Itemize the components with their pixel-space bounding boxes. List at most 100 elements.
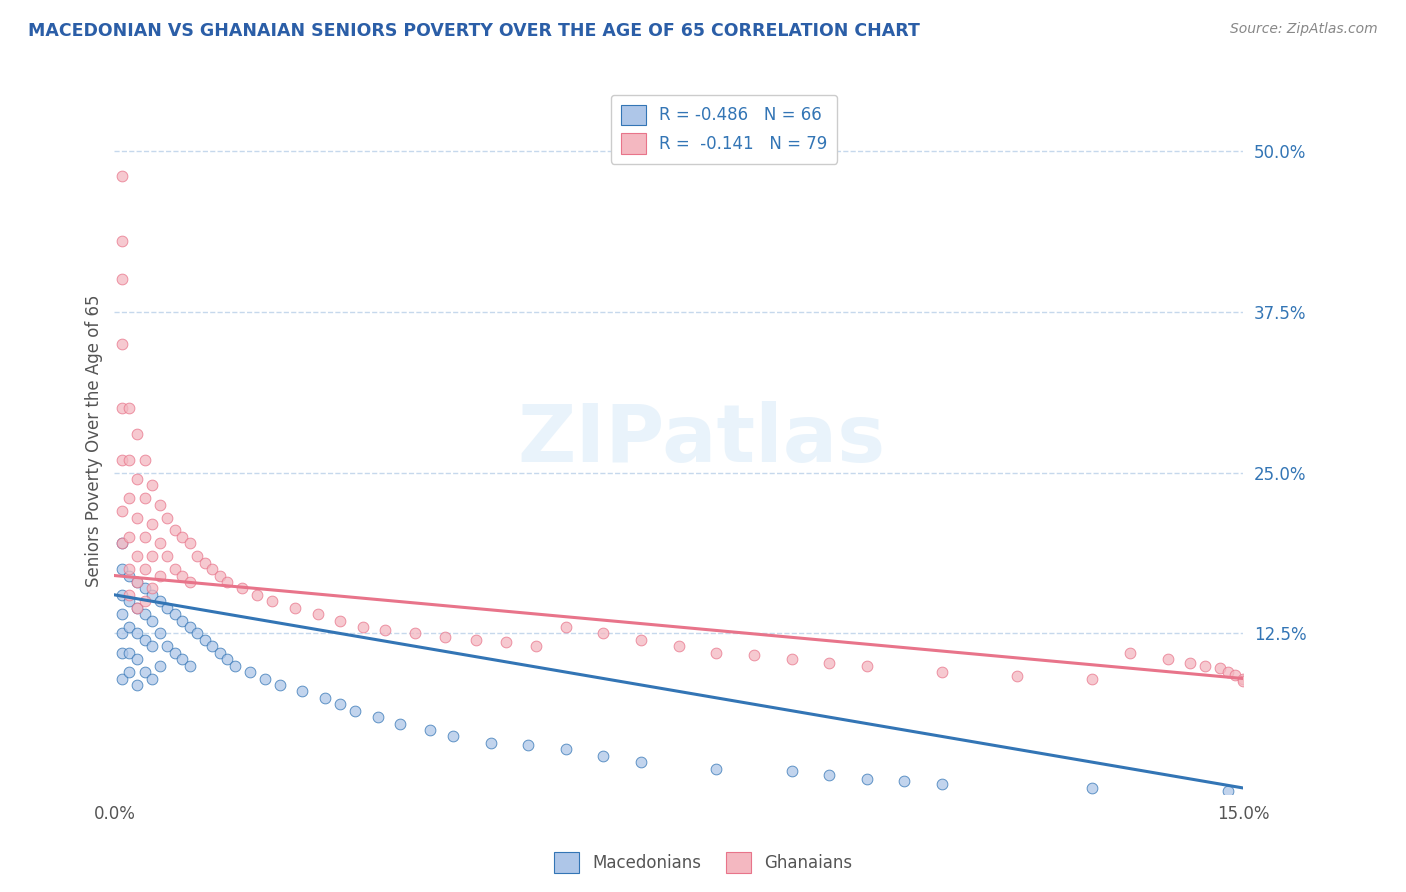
Point: [307, 607, 329, 622]
Point: [630, 632, 652, 647]
Point: [554, 620, 576, 634]
Point: [163, 646, 186, 660]
Point: [156, 640, 179, 654]
Point: [224, 658, 246, 673]
Point: [134, 665, 156, 679]
Point: [893, 774, 915, 789]
Point: [111, 672, 134, 686]
Point: [118, 452, 141, 467]
Point: [111, 401, 134, 416]
Point: [172, 614, 194, 628]
Point: [201, 640, 224, 654]
Point: [419, 723, 441, 737]
Point: [479, 736, 502, 750]
Point: [592, 748, 614, 763]
Point: [1225, 667, 1247, 681]
Point: [239, 665, 262, 679]
Point: [517, 739, 540, 753]
Point: [148, 594, 170, 608]
Point: [217, 574, 239, 589]
Point: [194, 556, 217, 570]
Point: [818, 656, 841, 670]
Point: [172, 652, 194, 666]
Point: [134, 582, 156, 596]
Point: [186, 549, 208, 564]
Point: [125, 510, 148, 524]
Point: [134, 452, 156, 467]
Point: [344, 704, 367, 718]
Point: [291, 684, 314, 698]
Point: [141, 478, 163, 492]
Point: [329, 614, 352, 628]
Point: [1194, 658, 1216, 673]
Point: [111, 607, 134, 622]
Point: [125, 600, 148, 615]
Point: [231, 582, 253, 596]
Point: [118, 588, 141, 602]
Point: [1209, 661, 1232, 675]
Point: [118, 594, 141, 608]
Point: [329, 698, 352, 712]
Point: [134, 632, 156, 647]
Point: [1216, 783, 1239, 797]
Point: [434, 630, 457, 644]
Point: [246, 588, 269, 602]
Point: [1232, 672, 1254, 686]
Point: [141, 582, 163, 596]
Point: [780, 652, 803, 666]
Point: [1081, 672, 1104, 686]
Point: [404, 626, 426, 640]
Point: [704, 762, 727, 776]
Point: [818, 768, 841, 782]
Point: [125, 472, 148, 486]
Point: [592, 626, 614, 640]
Point: [148, 658, 170, 673]
Point: [179, 536, 201, 550]
Point: [172, 530, 194, 544]
Point: [262, 594, 284, 608]
Point: [554, 742, 576, 756]
Point: [156, 600, 179, 615]
Point: [111, 562, 134, 576]
Point: [269, 678, 291, 692]
Point: [367, 710, 389, 724]
Legend: Macedonians, Ghanaians: Macedonians, Ghanaians: [547, 846, 859, 880]
Point: [352, 620, 374, 634]
Point: [111, 588, 134, 602]
Legend: R = -0.486   N = 66, R =  -0.141   N = 79: R = -0.486 N = 66, R = -0.141 N = 79: [610, 95, 837, 164]
Point: [111, 336, 134, 351]
Point: [1156, 652, 1178, 666]
Point: [179, 620, 201, 634]
Point: [141, 640, 163, 654]
Point: [163, 524, 186, 538]
Point: [208, 568, 231, 582]
Point: [163, 607, 186, 622]
Point: [134, 607, 156, 622]
Point: [524, 640, 547, 654]
Y-axis label: Seniors Poverty Over the Age of 65: Seniors Poverty Over the Age of 65: [86, 294, 103, 587]
Text: MACEDONIAN VS GHANAIAN SENIORS POVERTY OVER THE AGE OF 65 CORRELATION CHART: MACEDONIAN VS GHANAIAN SENIORS POVERTY O…: [28, 22, 920, 40]
Point: [148, 536, 170, 550]
Point: [118, 620, 141, 634]
Point: [148, 568, 170, 582]
Point: [179, 574, 201, 589]
Point: [125, 600, 148, 615]
Point: [1216, 665, 1239, 679]
Point: [125, 678, 148, 692]
Point: [111, 452, 134, 467]
Point: [111, 536, 134, 550]
Point: [201, 562, 224, 576]
Point: [389, 716, 412, 731]
Point: [194, 632, 217, 647]
Point: [125, 549, 148, 564]
Point: [141, 614, 163, 628]
Point: [141, 672, 163, 686]
Point: [111, 646, 134, 660]
Point: [125, 426, 148, 441]
Point: [1180, 656, 1202, 670]
Point: [441, 730, 464, 744]
Point: [111, 536, 134, 550]
Point: [111, 234, 134, 248]
Point: [125, 574, 148, 589]
Point: [742, 648, 765, 663]
